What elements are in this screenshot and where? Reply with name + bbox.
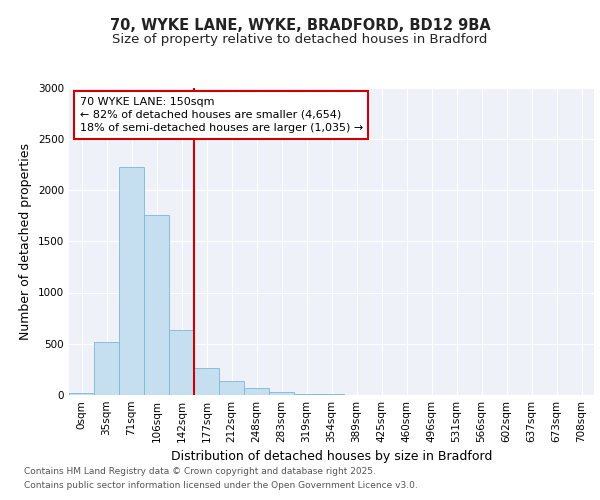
Bar — [194, 368, 219, 395]
Bar — [269, 392, 294, 395]
Bar — [69, 394, 94, 395]
Bar — [119, 168, 144, 395]
Text: 70 WYKE LANE: 150sqm
← 82% of detached houses are smaller (4,654)
18% of semi-de: 70 WYKE LANE: 150sqm ← 82% of detached h… — [79, 96, 363, 133]
Bar — [144, 214, 169, 395]
Text: 70, WYKE LANE, WYKE, BRADFORD, BD12 9BA: 70, WYKE LANE, WYKE, BRADFORD, BD12 9BA — [110, 18, 490, 32]
Bar — [294, 394, 319, 395]
Bar — [94, 342, 119, 395]
Text: Contains public sector information licensed under the Open Government Licence v3: Contains public sector information licen… — [24, 481, 418, 490]
Bar — [219, 380, 244, 395]
Y-axis label: Number of detached properties: Number of detached properties — [19, 143, 32, 340]
Bar — [169, 330, 194, 395]
X-axis label: Distribution of detached houses by size in Bradford: Distribution of detached houses by size … — [171, 450, 492, 464]
Text: Contains HM Land Registry data © Crown copyright and database right 2025.: Contains HM Land Registry data © Crown c… — [24, 467, 376, 476]
Text: Size of property relative to detached houses in Bradford: Size of property relative to detached ho… — [112, 32, 488, 46]
Bar — [319, 394, 344, 395]
Bar — [244, 388, 269, 395]
